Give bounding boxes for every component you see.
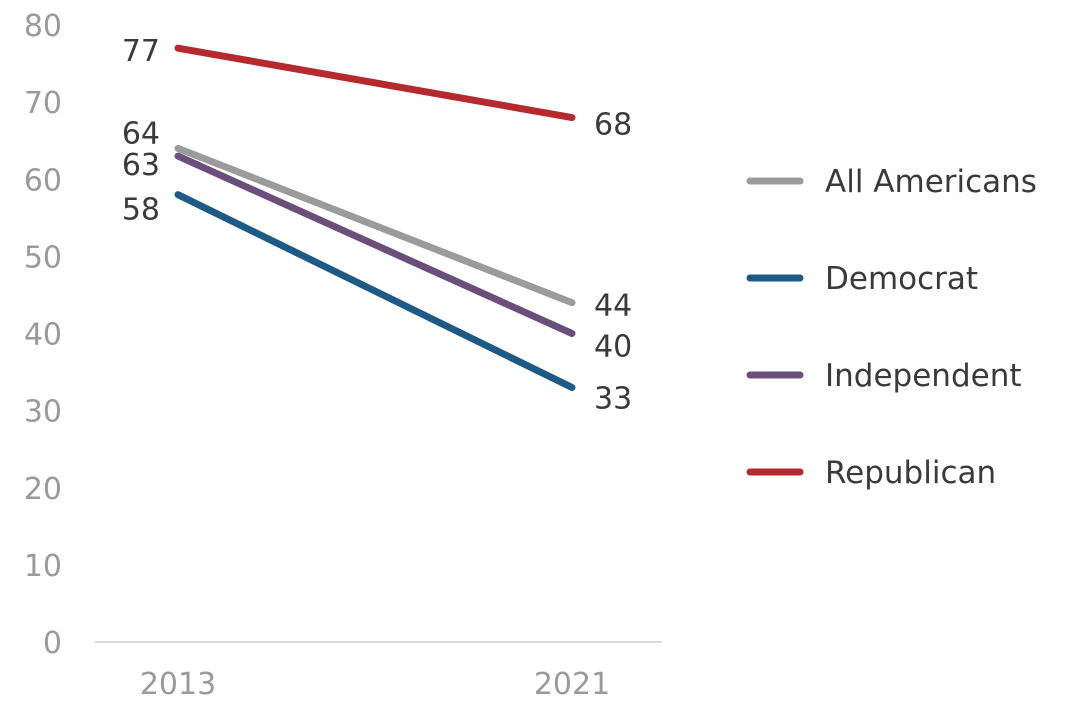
y-tick-label: 30	[24, 395, 62, 430]
series-line-republican	[174, 44, 576, 122]
x-axis: 2013 2021	[140, 667, 610, 702]
legend-item: Democrat	[746, 261, 978, 297]
y-tick-label: 20	[24, 472, 62, 507]
y-tick-label: 40	[24, 318, 62, 353]
legend-item: All Americans	[746, 164, 1037, 200]
data-label-2013: 63	[122, 148, 160, 183]
legend-label: Democrat	[825, 261, 978, 297]
y-tick-label: 50	[24, 240, 62, 275]
x-tick-label: 2021	[534, 667, 610, 702]
data-label-2021: 68	[594, 108, 632, 143]
data-labels: 64 44 58 33 63 40 77 68	[122, 34, 632, 416]
data-label-2013: 64	[122, 116, 160, 151]
y-tick-label: 10	[24, 549, 62, 584]
series-line-all-americans	[174, 144, 576, 307]
legend: All Americans Democrat Independent Republic…	[746, 164, 1037, 491]
legend-item: Independent	[746, 358, 1022, 394]
data-label-2021: 44	[594, 289, 632, 324]
y-tick-label: 80	[24, 9, 62, 44]
x-tick-label: 2013	[140, 667, 216, 702]
legend-label: Republican	[825, 455, 996, 491]
series-lines	[174, 44, 576, 391]
series-line-democrat	[174, 191, 576, 391]
legend-item: Republican	[746, 455, 996, 491]
series-line-independent	[174, 152, 576, 337]
data-label-2021: 40	[594, 330, 632, 365]
data-label-2013: 58	[122, 193, 160, 228]
data-label-2013: 77	[122, 34, 160, 69]
data-label-2021: 33	[594, 381, 632, 416]
legend-label: Independent	[825, 358, 1022, 394]
y-axis: 0 10 20 30 40 50 60 70 80	[24, 9, 62, 661]
y-tick-label: 60	[24, 163, 62, 198]
legend-label: All Americans	[825, 164, 1037, 200]
y-tick-label: 70	[24, 86, 62, 121]
y-tick-label: 0	[43, 626, 62, 661]
